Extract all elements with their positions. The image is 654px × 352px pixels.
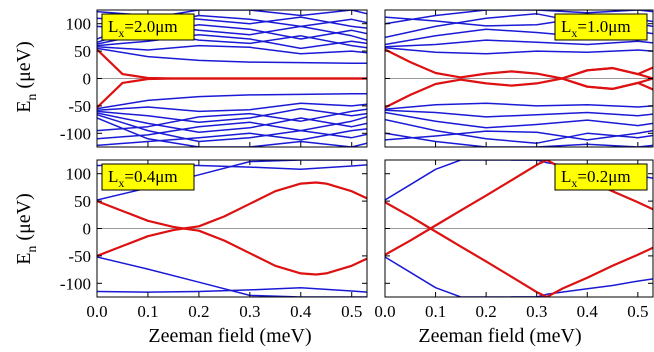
y-tick-label: -100 — [60, 124, 91, 143]
bulk-state-line — [97, 102, 367, 113]
bulk-state-line — [385, 39, 653, 48]
panel-1: 100 50 0 -50 -100 Lx=2.0μm — [60, 9, 368, 148]
svg-text:En (μeV): En (μeV) — [13, 193, 40, 265]
bulk-state-line — [97, 116, 367, 140]
bulk-state-line — [385, 102, 653, 110]
bulk-state-line — [97, 113, 367, 143]
panel-3: 0.0 0.1 0.2 0.3 0.4 0.5 100 50 0 -50 -100 Lx=0.4μm — [60, 159, 368, 321]
y-tick-label: 50 — [74, 192, 91, 211]
bulk-state-line — [97, 128, 367, 147]
x-axis-title-left: Zeeman field (meV) — [148, 325, 311, 347]
bulk-state-line — [385, 160, 548, 201]
bulk-state-line — [385, 256, 548, 297]
x-tick-label: 0.1 — [137, 302, 158, 321]
bulk-state-line — [510, 278, 653, 297]
bulk-state-line — [97, 44, 367, 55]
panel-label-box — [101, 163, 195, 191]
x-tick-label: 0.4 — [290, 302, 312, 321]
panel-label: Lx=0.2μm — [561, 167, 631, 190]
majorana-state-line — [97, 181, 367, 230]
bulk-state-line — [385, 111, 653, 129]
bulk-state-line — [385, 129, 653, 141]
bulk-state-line — [385, 10, 653, 25]
x-tick-label: 0.4 — [577, 302, 599, 321]
y-axis-title-top: En (μeV) — [13, 41, 40, 113]
panel-label-box — [101, 13, 195, 41]
panel-label-box — [554, 163, 648, 191]
bulk-state-line — [97, 107, 367, 124]
x-tick-label: 0.0 — [86, 302, 107, 321]
majorana-state-line — [385, 201, 653, 297]
majorana-state-line — [97, 77, 367, 109]
bulk-state-line — [97, 93, 367, 110]
bulk-state-line — [97, 112, 367, 133]
majorana-state-line — [97, 48, 367, 80]
x-tick-label: 0.2 — [188, 302, 209, 321]
y-tick-label: 100 — [66, 15, 92, 34]
x-tick-label: 0.1 — [425, 302, 446, 321]
panel-label: Lx=1.0μm — [561, 17, 631, 40]
panel-label-box — [554, 13, 648, 41]
x-tick-label: 0.3 — [239, 302, 260, 321]
x-tick-label: 0.3 — [526, 302, 547, 321]
majorana-state-line — [560, 66, 653, 80]
bulk-state-line — [97, 108, 367, 132]
bulk-state-line — [97, 33, 367, 50]
y-tick-label: 50 — [74, 42, 91, 61]
bulk-state-line — [97, 47, 367, 64]
panel-label: Lx=2.0μm — [108, 17, 178, 40]
y-tick-label: 100 — [66, 165, 92, 184]
panel-label: Lx=0.4μm — [108, 167, 178, 190]
x-tick-label: 0.5 — [627, 302, 648, 321]
majorana-state-line — [560, 77, 653, 91]
svg-text:En (μeV): En (μeV) — [13, 41, 40, 113]
y-axis-title-bottom: En (μeV) — [13, 193, 40, 265]
y-tick-label: 0 — [83, 70, 92, 89]
y-tick-label: -100 — [60, 274, 91, 293]
y-tick-label: -50 — [68, 247, 91, 266]
panel-4: 0.0 0.1 0.2 0.3 0.4 0.5 Lx=0.2μm — [374, 159, 654, 321]
x-tick-label: 0.2 — [476, 302, 497, 321]
bulk-state-line — [385, 47, 653, 55]
x-tick-label: 0.0 — [374, 302, 395, 321]
y-tick-label: -50 — [68, 97, 91, 116]
bulk-state-line — [385, 132, 653, 147]
bulk-state-line — [97, 117, 367, 147]
panel-2: Lx=1.0μm — [384, 9, 654, 148]
x-tick-label: 0.5 — [341, 302, 362, 321]
bulk-state-line — [385, 109, 653, 118]
y-tick-label: 0 — [83, 220, 92, 239]
x-axis-title-right: Zeeman field (meV) — [418, 325, 581, 347]
majorana-state-line — [97, 227, 367, 276]
